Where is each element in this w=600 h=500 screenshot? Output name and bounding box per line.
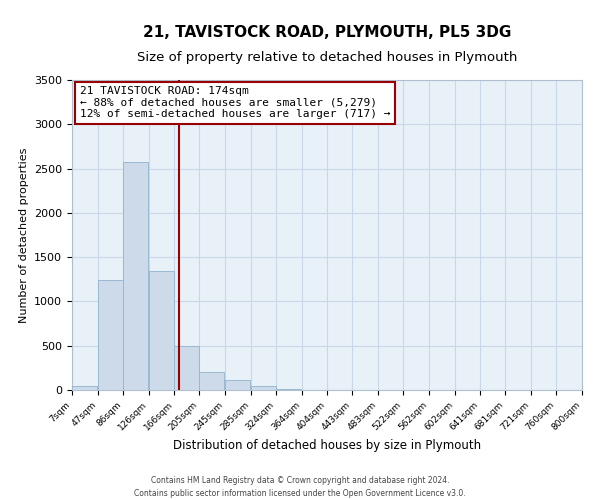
Bar xyxy=(225,380,250,390)
Bar xyxy=(251,386,276,390)
Text: 21, TAVISTOCK ROAD, PLYMOUTH, PL5 3DG: 21, TAVISTOCK ROAD, PLYMOUTH, PL5 3DG xyxy=(143,24,511,40)
Text: 21 TAVISTOCK ROAD: 174sqm
← 88% of detached houses are smaller (5,279)
12% of se: 21 TAVISTOCK ROAD: 174sqm ← 88% of detac… xyxy=(80,86,390,120)
Text: Size of property relative to detached houses in Plymouth: Size of property relative to detached ho… xyxy=(137,52,517,64)
Bar xyxy=(98,280,123,390)
Text: Contains HM Land Registry data © Crown copyright and database right 2024.
Contai: Contains HM Land Registry data © Crown c… xyxy=(134,476,466,498)
Bar xyxy=(72,386,97,390)
Bar xyxy=(199,372,224,390)
Bar xyxy=(276,388,301,390)
Bar xyxy=(149,272,173,390)
Bar xyxy=(174,346,199,390)
Bar xyxy=(123,162,148,390)
X-axis label: Distribution of detached houses by size in Plymouth: Distribution of detached houses by size … xyxy=(173,439,481,452)
Y-axis label: Number of detached properties: Number of detached properties xyxy=(19,148,29,322)
